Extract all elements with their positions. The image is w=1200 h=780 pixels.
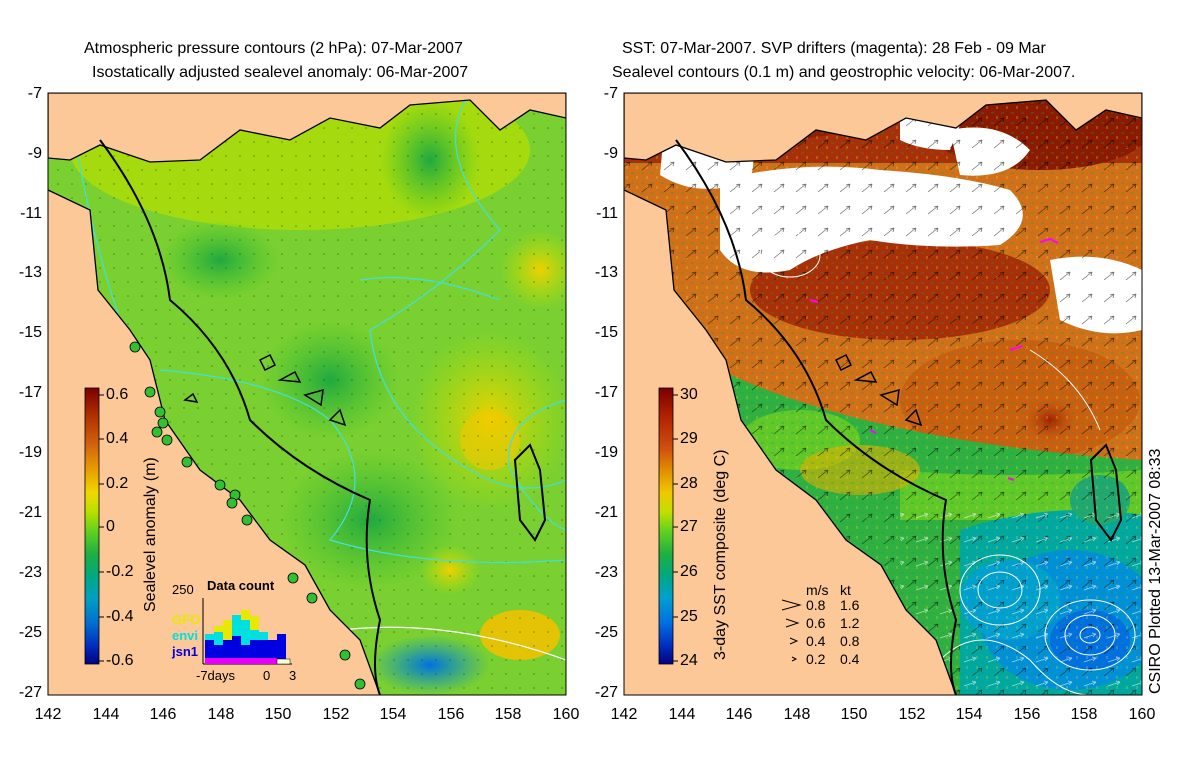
lat-tick: -15 — [594, 324, 618, 341]
lat-tick: -23 — [594, 564, 618, 581]
lon-tick: 152 — [898, 706, 926, 723]
lon-tick: 148 — [207, 706, 235, 723]
lon-tick: 156 — [1013, 706, 1041, 723]
plot-credit: CSIRO Plotted 13-Mar-2007 08:33 — [1147, 448, 1164, 694]
right-title-line2: Sealevel contours (0.1 m) and geostrophi… — [612, 64, 1076, 81]
velocity-kt: 0.8 — [840, 633, 860, 649]
lat-tick: -13 — [18, 264, 42, 281]
lat-tick: -19 — [594, 444, 618, 461]
lon-tick: 152 — [322, 706, 350, 723]
lon-tick: 154 — [955, 706, 983, 723]
lat-tick: -21 — [594, 504, 618, 521]
colorbar-tick: 0.4 — [106, 430, 129, 447]
colorbar-tick: 30 — [680, 386, 698, 403]
data-count-ymax: 250 — [172, 582, 194, 597]
lat-tick: -15 — [18, 324, 42, 341]
lon-tick: 150 — [264, 706, 292, 723]
lon-tick: 142 — [34, 706, 62, 723]
velocity-kt: 0.4 — [840, 651, 860, 667]
colorbar-tick: 28 — [680, 475, 698, 492]
colorbar-tick: 29 — [680, 430, 698, 447]
left-title-line1: Atmospheric pressure contours (2 hPa): 0… — [84, 40, 463, 57]
lat-tick: -9 — [603, 145, 618, 162]
lon-tick: 154 — [379, 706, 407, 723]
lon-tick: 144 — [92, 706, 120, 723]
lon-tick: 144 — [668, 706, 696, 723]
data-count-histogram — [202, 598, 292, 665]
lat-tick: -7 — [27, 85, 42, 102]
lon-tick: 142 — [610, 706, 638, 723]
lon-tick: 160 — [1128, 706, 1156, 723]
colorbar-tick: 27 — [680, 518, 698, 535]
legend-envi: envi — [172, 628, 199, 643]
left-title-line2: Isostatically adjusted sealevel anomaly:… — [92, 64, 469, 81]
lat-tick: -25 — [18, 624, 42, 641]
colorbar-tick: 0.6 — [106, 386, 129, 403]
velocity-kt: 1.6 — [840, 597, 860, 613]
lat-tick: -23 — [18, 564, 42, 581]
velocity-ms: 0.4 — [806, 633, 826, 649]
legend-gfo: GFO — [172, 612, 201, 627]
colorbar-tick: 26 — [680, 563, 698, 580]
right-map — [624, 93, 1142, 695]
lon-tick: 160 — [552, 706, 580, 723]
lat-tick: -17 — [18, 384, 42, 401]
lat-tick: -9 — [27, 145, 42, 162]
colorbar-tick: -0.2 — [106, 563, 134, 580]
lon-tick: 156 — [437, 706, 465, 723]
colorbar-tick: 0.2 — [106, 475, 129, 492]
velocity-legend-arrows — [781, 599, 802, 662]
lat-tick: -7 — [603, 85, 618, 102]
lon-tick: 146 — [725, 706, 753, 723]
lon-tick: 158 — [494, 706, 522, 723]
colorbar-tick: 25 — [680, 608, 698, 625]
lat-tick: -27 — [594, 684, 618, 701]
lat-tick: -25 — [594, 624, 618, 641]
lon-tick: 146 — [149, 706, 177, 723]
lat-tick: -11 — [20, 205, 42, 222]
velocity-ms: 0.8 — [806, 597, 826, 613]
velocity-ms: 0.6 — [806, 615, 826, 631]
left-colorbar — [84, 387, 100, 665]
lat-tick: -11 — [596, 205, 618, 222]
colorbar-tick: -0.6 — [106, 652, 134, 669]
altimeter-points — [129, 341, 366, 690]
data-count-xlabel-right: 3 — [289, 668, 297, 683]
data-count-title: Data count — [207, 578, 275, 593]
colorbar-tick: 24 — [680, 652, 698, 669]
lat-tick: -19 — [18, 444, 42, 461]
lat-tick: -17 — [594, 384, 618, 401]
colorbar-tick: -0.4 — [106, 608, 134, 625]
lon-tick: 148 — [783, 706, 811, 723]
legend-jsn1: jsn1 — [172, 644, 199, 659]
data-count-xlabel-mid: 0 — [263, 668, 271, 683]
lat-tick: -13 — [594, 264, 618, 281]
velocity-kt: 1.2 — [840, 615, 860, 631]
velocity-header-kt: kt — [840, 582, 851, 598]
left-colorbar-label: Sealevel anomaly (m) — [142, 457, 159, 612]
right-colorbar — [658, 387, 674, 665]
colorbar-tick: 0 — [106, 518, 115, 535]
velocity-header-ms: m/s — [806, 582, 829, 598]
velocity-ms: 0.2 — [806, 651, 826, 667]
lon-tick: 150 — [840, 706, 868, 723]
left-map — [48, 93, 566, 695]
right-colorbar-label: 3-day SST composite (deg C) — [712, 449, 729, 660]
data-count-xlabel-left: -7days — [196, 668, 236, 683]
lat-tick: -27 — [18, 684, 42, 701]
lat-tick: -21 — [18, 504, 42, 521]
right-title-line1: SST: 07-Mar-2007. SVP drifters (magenta)… — [622, 40, 1046, 57]
lon-tick: 158 — [1070, 706, 1098, 723]
